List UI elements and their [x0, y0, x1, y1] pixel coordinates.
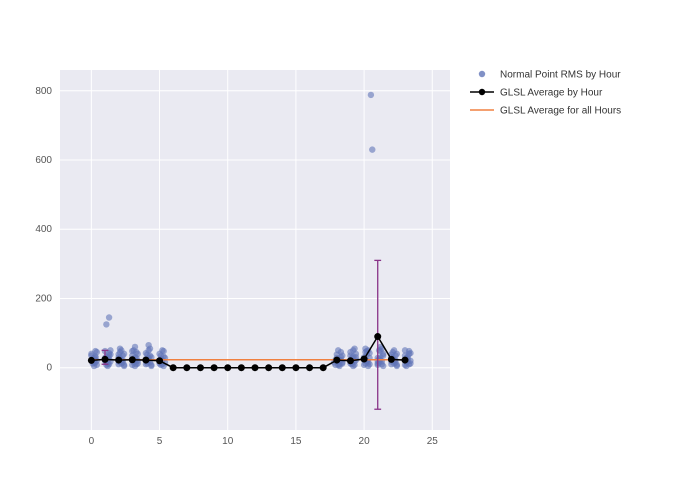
- plot-area: [60, 70, 450, 430]
- x-tick-label: 5: [157, 436, 163, 447]
- scatter-point: [159, 347, 165, 353]
- x-tick-label: 10: [222, 436, 234, 447]
- x-tick-label: 25: [427, 436, 439, 447]
- glsl-hour-marker: [347, 357, 354, 364]
- chart-container: 0 5 10 15 20 25 0 200 400 600 800 Normal Point RMS …: [0, 0, 700, 500]
- glsl-hour-marker: [320, 364, 327, 371]
- scatter-point: [117, 345, 123, 351]
- scatter-point: [402, 347, 408, 353]
- scatter-point: [336, 363, 342, 369]
- scatter-point: [145, 342, 151, 348]
- x-tick-label: 15: [290, 436, 302, 447]
- y-tick-label: 600: [35, 155, 52, 166]
- scatter-point: [394, 363, 400, 369]
- legend-label: GLSL Average for all Hours: [500, 106, 621, 117]
- glsl-hour-marker: [88, 357, 95, 364]
- glsl-hour-marker: [388, 356, 395, 363]
- legend-label: Normal Point RMS by Hour: [500, 70, 621, 81]
- scatter-point: [365, 363, 371, 369]
- glsl-hour-marker: [402, 357, 409, 364]
- scatter-point: [106, 314, 112, 320]
- glsl-hour-marker: [374, 333, 381, 340]
- legend-marker-scatter: [479, 71, 485, 77]
- y-tick-label: 800: [35, 86, 52, 97]
- glsl-hour-marker: [265, 364, 272, 371]
- y-tick-label: 0: [46, 363, 52, 374]
- scatter-point: [403, 363, 409, 369]
- glsl-hour-marker: [211, 364, 218, 371]
- scatter-point: [94, 349, 100, 355]
- scatter-point: [335, 347, 341, 353]
- scatter-point: [369, 146, 375, 152]
- glsl-hour-marker: [306, 364, 313, 371]
- glsl-hour-marker: [333, 357, 340, 364]
- scatter-point: [148, 363, 154, 369]
- glsl-hour-marker: [197, 364, 204, 371]
- legend-label: GLSL Average by Hour: [500, 88, 603, 99]
- glsl-hour-marker: [224, 364, 231, 371]
- glsl-hour-marker: [102, 356, 109, 363]
- glsl-hour-marker: [279, 364, 286, 371]
- y-tick-label: 400: [35, 224, 52, 235]
- legend-marker: [479, 89, 485, 95]
- chart-svg: 0 5 10 15 20 25 0 200 400 600 800 Normal Point RMS …: [0, 0, 700, 500]
- scatter-point: [132, 344, 138, 350]
- scatter-point: [368, 92, 374, 98]
- glsl-hour-marker: [252, 364, 259, 371]
- glsl-hour-marker: [170, 364, 177, 371]
- glsl-hour-marker: [292, 364, 299, 371]
- glsl-hour-marker: [183, 364, 190, 371]
- x-tick-label: 0: [89, 436, 95, 447]
- glsl-hour-marker: [361, 356, 368, 363]
- x-tick-label: 20: [359, 436, 371, 447]
- glsl-hour-marker: [142, 357, 149, 364]
- scatter-point: [351, 345, 357, 351]
- glsl-hour-marker: [129, 356, 136, 363]
- scatter-point: [380, 363, 386, 369]
- scatter-point: [103, 321, 109, 327]
- scatter-point: [339, 352, 345, 358]
- glsl-hour-marker: [238, 364, 245, 371]
- y-tick-label: 200: [35, 293, 52, 304]
- glsl-hour-marker: [115, 357, 122, 364]
- scatter-point: [121, 363, 127, 369]
- glsl-hour-marker: [156, 357, 163, 364]
